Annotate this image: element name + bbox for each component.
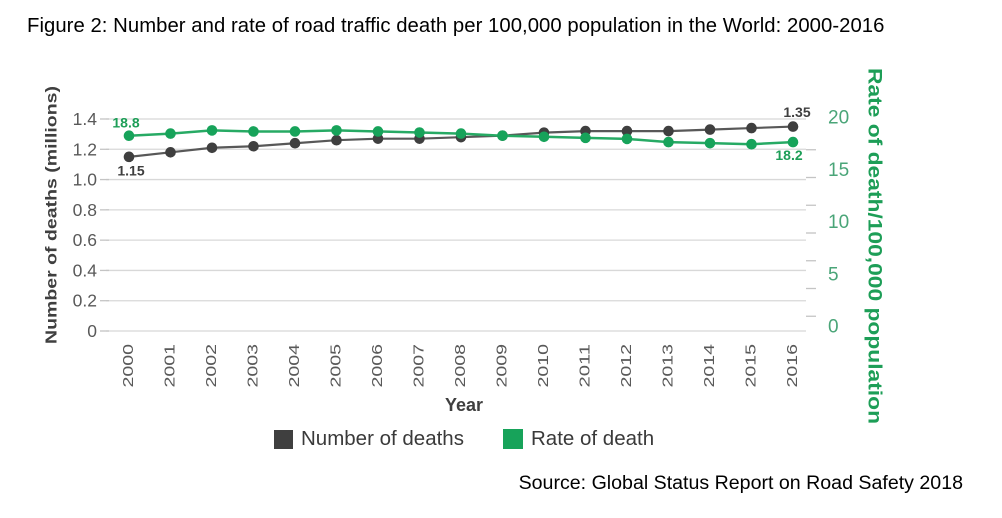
rate-point bbox=[538, 131, 550, 143]
x-axis-tick-label: 2001 bbox=[163, 344, 179, 388]
rate-point bbox=[206, 125, 218, 136]
left-axis-tick-label: 1.2 bbox=[73, 139, 97, 159]
data-label-18-8: 18.8 bbox=[112, 115, 139, 131]
rate-point bbox=[497, 130, 508, 142]
left-axis-tick-label: 0.6 bbox=[73, 230, 97, 250]
data-label-1-35: 1.35 bbox=[783, 104, 810, 120]
source-note: Source: Global Status Report on Road Saf… bbox=[518, 472, 963, 494]
x-axis-tick-label: 2007 bbox=[412, 344, 428, 388]
x-axis-tick-label: 2002 bbox=[204, 344, 220, 388]
x-axis-tick-label: 2006 bbox=[370, 344, 386, 388]
rate-point bbox=[372, 126, 384, 137]
left-axis-title: Number of deaths (millions) bbox=[44, 86, 61, 344]
deaths-point bbox=[289, 137, 301, 149]
x-axis-title: Year bbox=[445, 395, 483, 415]
left-axis-tick-label: 0 bbox=[87, 321, 97, 341]
rate-point bbox=[123, 130, 135, 142]
deaths-point bbox=[331, 134, 342, 146]
x-axis-tick-label: 2016 bbox=[785, 344, 801, 388]
deaths-point bbox=[746, 122, 757, 134]
rate-point bbox=[746, 138, 757, 150]
figure-title: Figure 2: Number and rate of road traffi… bbox=[27, 15, 885, 37]
x-axis-tick-label: 2015 bbox=[744, 344, 760, 388]
left-axis-tick-label: 0.2 bbox=[73, 291, 97, 311]
left-axis-tick-label: 0.4 bbox=[73, 260, 98, 280]
left-axis-tick-label: 0.8 bbox=[73, 200, 97, 220]
deaths-point bbox=[165, 147, 176, 158]
x-axis-tick-label: 2000 bbox=[121, 344, 137, 388]
right-axis-tick-label: 20 bbox=[828, 108, 849, 129]
data-label-18-2: 18.2 bbox=[775, 147, 802, 163]
rate-point bbox=[165, 128, 176, 139]
x-axis-tick-label: 2003 bbox=[246, 344, 262, 388]
rate-point bbox=[455, 128, 467, 139]
x-axis-tick-label: 2008 bbox=[453, 344, 469, 388]
rate-point bbox=[621, 133, 633, 145]
deaths-point bbox=[787, 121, 799, 132]
deaths-point bbox=[621, 125, 633, 137]
rate-point bbox=[787, 136, 799, 148]
left-axis-tick-label: 1.0 bbox=[73, 170, 98, 190]
rate-point bbox=[414, 127, 425, 138]
x-axis-tick-label: 2013 bbox=[661, 344, 677, 388]
deaths-point bbox=[663, 125, 674, 137]
right-axis-title: Rate of death/100,000 population bbox=[864, 68, 885, 424]
x-axis-tick-label: 2009 bbox=[495, 344, 511, 388]
deaths-point bbox=[248, 140, 259, 152]
right-axis-tick-label: 15 bbox=[828, 160, 849, 181]
x-axis-tick-label: 2011 bbox=[578, 344, 594, 388]
rate-point bbox=[289, 126, 301, 137]
deaths-point bbox=[704, 124, 716, 135]
rate-point bbox=[331, 125, 342, 136]
right-axis-tick-label: 10 bbox=[828, 212, 849, 233]
deaths-point bbox=[206, 142, 218, 154]
data-label-1-15: 1.15 bbox=[117, 162, 144, 178]
rate-point bbox=[248, 126, 259, 137]
rate-point bbox=[704, 137, 716, 149]
right-axis-tick-label: 0 bbox=[828, 317, 839, 338]
rate-point bbox=[580, 132, 591, 144]
deaths-point bbox=[123, 151, 135, 163]
x-axis-tick-label: 2004 bbox=[287, 344, 303, 388]
x-axis-tick-label: 2014 bbox=[702, 344, 718, 388]
right-axis-tick-label: 5 bbox=[828, 264, 839, 285]
x-axis-tick-label: 2010 bbox=[536, 344, 552, 388]
left-axis-tick-label: 1.4 bbox=[73, 109, 98, 129]
x-axis-tick-label: 2005 bbox=[329, 344, 345, 388]
x-axis-tick-label: 2012 bbox=[619, 344, 635, 388]
rate-point bbox=[663, 136, 674, 148]
